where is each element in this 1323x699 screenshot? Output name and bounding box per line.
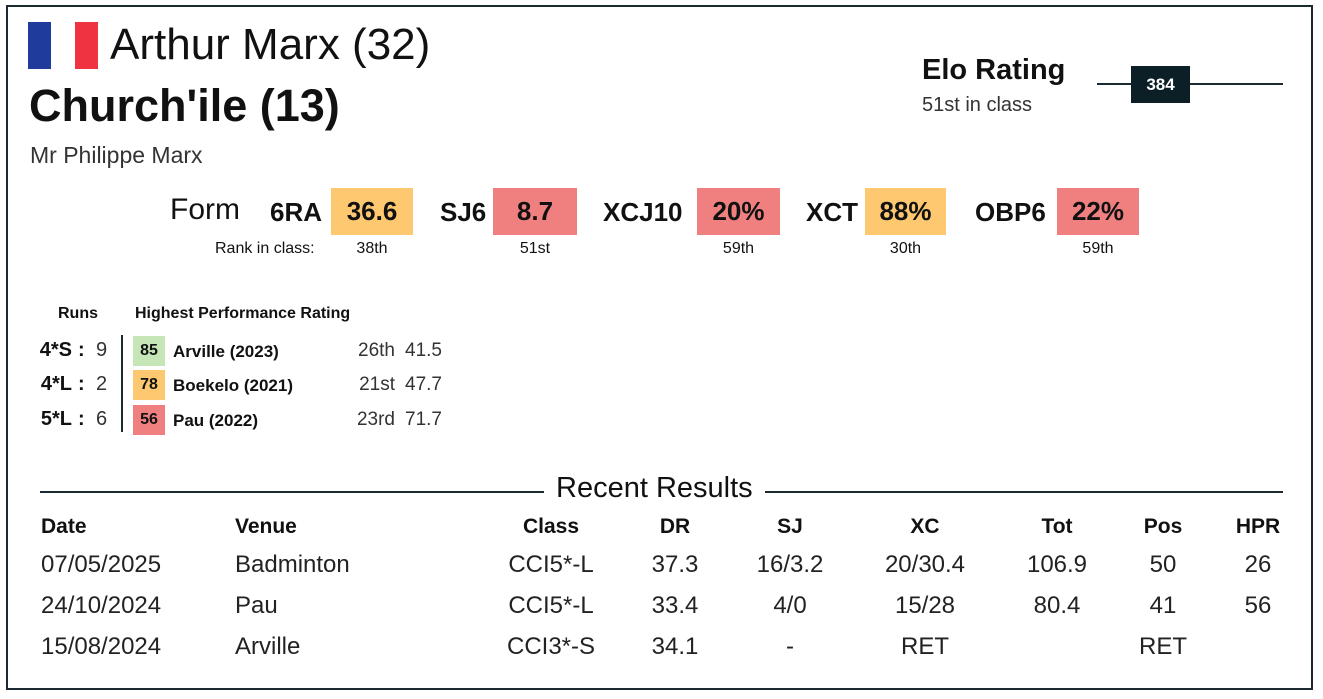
form-rank: 51st <box>519 240 551 257</box>
run-level: 4*S <box>39 339 72 361</box>
result-cell: RET <box>901 633 949 660</box>
runs-divider <box>121 335 123 432</box>
result-cell: 20/30.4 <box>884 551 966 578</box>
hpr-score: 41.5 <box>405 340 442 361</box>
result-cell: 34.1 <box>651 633 699 660</box>
form-value: 36.6 <box>331 188 413 235</box>
rank-label: Rank in class: <box>215 240 315 257</box>
result-cell: RET <box>1139 633 1187 660</box>
hpr-rank: 26th <box>358 340 395 361</box>
result-cell: 07/05/2025 <box>41 551 162 578</box>
form-label: Form <box>170 193 240 226</box>
form-name: SJ6 <box>440 197 487 227</box>
result-cell: 24/10/2024 <box>41 592 162 619</box>
result-cell: 41 <box>1149 592 1177 619</box>
run-separator: : <box>78 339 85 361</box>
column-header: Date <box>41 515 87 538</box>
form-name: XCT <box>806 197 858 227</box>
result-cell: 80.4 <box>1033 592 1081 619</box>
column-header: Tot <box>1041 515 1073 538</box>
result-cell: 50 <box>1149 551 1177 578</box>
column-header: HPR <box>1235 515 1281 538</box>
result-cell: CCI3*-S <box>506 633 596 660</box>
owner: Mr Philippe Marx <box>30 142 203 168</box>
result-cell: 37.3 <box>651 551 699 578</box>
result-cell: 4/0 <box>773 592 807 619</box>
column-header: Venue <box>235 515 297 538</box>
hpr-venue: Pau (2022) <box>173 411 259 430</box>
result-cell: - <box>786 633 794 660</box>
column-header: Class <box>522 515 580 538</box>
form-name: OBP6 <box>975 197 1046 227</box>
column-header: Pos <box>1143 515 1183 538</box>
card-border <box>6 5 1313 690</box>
rider-name: Arthur Marx (32) <box>110 20 431 69</box>
result-cell: 33.4 <box>651 592 699 619</box>
form-value: 22% <box>1057 188 1139 235</box>
result-cell: CCI5*-L <box>508 551 594 578</box>
result-cell: Badminton <box>235 551 350 578</box>
result-cell: Arville <box>235 633 301 660</box>
result-cell: Pau <box>235 592 278 619</box>
form-name: XCJ10 <box>603 197 683 227</box>
run-level: 4*L <box>40 373 72 395</box>
horse-name: Church'ile (13) <box>29 80 340 131</box>
hpr-venue: Arville (2023) <box>173 342 279 361</box>
result-cell: 26 <box>1244 551 1272 578</box>
hpr-value: 85 <box>133 336 165 366</box>
run-level: 5*L <box>40 408 72 430</box>
elo-value: 384 <box>1131 66 1190 103</box>
form-rank: 59th <box>1082 240 1114 257</box>
hpr-rank: 23rd <box>356 409 395 430</box>
runs-header: Runs <box>58 305 98 322</box>
results-title: Recent Results <box>544 472 765 505</box>
hpr-value: 78 <box>133 370 165 400</box>
hpr-score: 47.7 <box>405 374 442 395</box>
run-count: 6 <box>96 408 108 430</box>
form-name: 6RA <box>270 197 323 227</box>
run-count: 2 <box>96 373 108 395</box>
column-header: DR <box>659 515 691 538</box>
run-count: 9 <box>96 339 108 361</box>
form-rank: 38th <box>356 240 388 257</box>
result-cell: 15/28 <box>894 592 956 619</box>
column-header: XC <box>910 515 940 538</box>
form-value: 20% <box>697 188 780 235</box>
result-cell: CCI5*-L <box>508 592 594 619</box>
column-header: SJ <box>777 515 803 538</box>
form-value: 88% <box>865 188 946 235</box>
hpr-value: 56 <box>133 405 165 435</box>
run-separator: : <box>78 373 85 395</box>
hpr-rank: 21st <box>359 374 395 395</box>
hpr-venue: Boekelo (2021) <box>173 376 293 395</box>
run-separator: : <box>78 408 85 430</box>
flag <box>28 22 98 69</box>
result-cell: 16/3.2 <box>756 551 824 578</box>
hpr-score: 71.7 <box>405 409 442 430</box>
elo-rank: 51st in class <box>922 94 1033 116</box>
elo-line <box>1097 83 1283 85</box>
elo-label: Elo Rating <box>922 54 1066 86</box>
result-cell: 56 <box>1244 592 1272 619</box>
form-value: 8.7 <box>493 188 577 235</box>
form-rank: 30th <box>889 240 922 257</box>
result-cell: 15/08/2024 <box>41 633 162 660</box>
result-cell: 106.9 <box>1026 551 1088 578</box>
form-rank: 59th <box>722 240 755 257</box>
hpr-header: Highest Performance Rating <box>135 305 351 322</box>
